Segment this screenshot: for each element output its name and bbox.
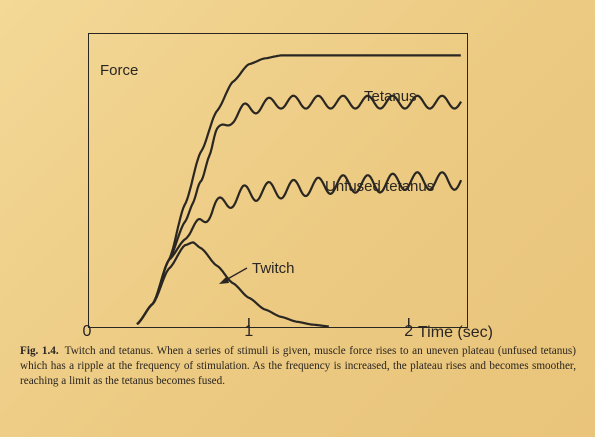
chart-frame <box>88 33 468 328</box>
x-axis-label: Time (sec) <box>418 324 493 340</box>
unfused-tetanus-label: Unfused tetanus <box>325 178 434 195</box>
series-line-tetanus <box>136 54 461 325</box>
series-line-intermediate <box>136 94 463 325</box>
x-tick-label-2: 2 <box>404 323 413 340</box>
series-line-twitch <box>136 241 330 328</box>
twitch-label: Twitch <box>252 260 295 277</box>
caption-text: Twitch and tetanus. When a series of sti… <box>20 345 576 387</box>
x-axis-ticks: 0 1 2 <box>83 318 413 340</box>
x-tick-label-0: 0 <box>83 323 92 340</box>
twitch-pointer-arrowhead <box>219 276 229 284</box>
chart-curves <box>136 54 463 328</box>
figure-caption: Fig. 1.4. Twitch and tetanus. When a seri… <box>20 344 576 389</box>
caption-figure-number: Fig. 1.4. <box>20 345 59 357</box>
twitch-pointer-line <box>223 267 248 282</box>
series-line-unfused-tetanus <box>136 171 463 325</box>
x-tick-label-1: 1 <box>244 323 253 340</box>
y-axis-label: Force <box>100 62 138 79</box>
force-time-chart: Force Time (sec) Tetanus Unfused tetanus… <box>83 54 493 340</box>
tetanus-label: Tetanus <box>364 88 417 105</box>
